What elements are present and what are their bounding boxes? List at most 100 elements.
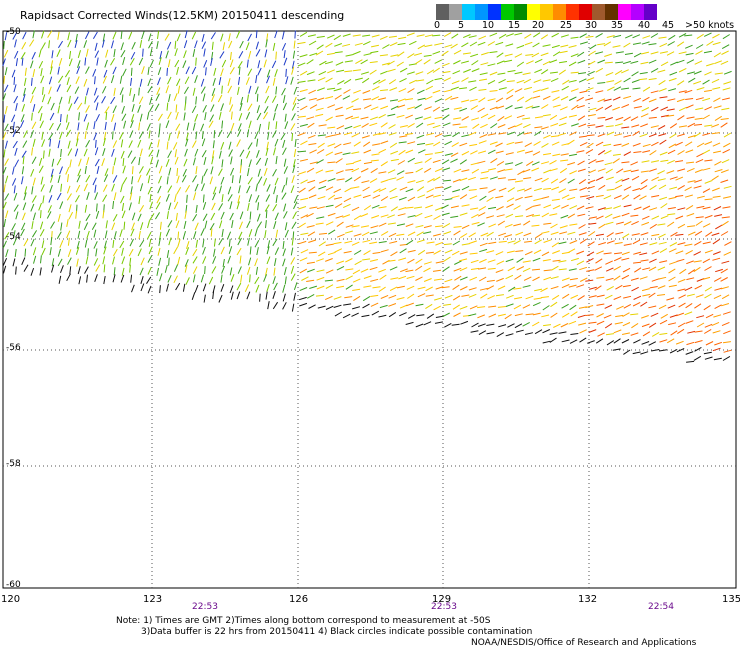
- wind-barb: [517, 170, 525, 176]
- wind-barb: [14, 50, 19, 59]
- wind-barb: [596, 313, 604, 318]
- wind-barb: [588, 295, 597, 298]
- wind-barb: [685, 320, 694, 324]
- wind-barb: [275, 86, 278, 95]
- wind-barb: [200, 86, 206, 94]
- wind-barb: [659, 139, 667, 145]
- wind-barb: [222, 259, 225, 267]
- wind-barb: [507, 178, 516, 181]
- wind-barb: [164, 264, 168, 273]
- wind-barb: [130, 156, 136, 164]
- wind-barb: [83, 183, 88, 192]
- wind-barb: [122, 56, 126, 66]
- wind-barb: [405, 98, 414, 101]
- wind-barb: [523, 220, 531, 226]
- wind-barb: [146, 111, 150, 120]
- wind-barb: [138, 87, 140, 96]
- wind-barb: [561, 303, 569, 309]
- wind-barb: [588, 329, 597, 333]
- wind-barb: [378, 171, 387, 174]
- wind-barb: [22, 202, 27, 211]
- wind-barb: [247, 68, 253, 77]
- wind-barb: [168, 93, 171, 103]
- wind-barb: [228, 141, 232, 150]
- wind-barb: [675, 160, 684, 163]
- wind-barb: [157, 77, 161, 86]
- wind-barb: [406, 285, 415, 290]
- wind-barb: [423, 116, 432, 120]
- wind-barb: [461, 134, 470, 138]
- wind-barb: [353, 124, 362, 129]
- wind-barb: [291, 221, 297, 230]
- wind-barb: [13, 230, 16, 239]
- wind-barb: [450, 96, 459, 100]
- wind-barb: [363, 250, 371, 256]
- wind-barb: [543, 269, 552, 272]
- wind-barb: [613, 34, 622, 38]
- wind-barb: [31, 51, 36, 60]
- wind-barb: [713, 97, 721, 103]
- wind-barb: [487, 79, 496, 85]
- wind-barb: [362, 194, 371, 199]
- wind-barb: [59, 166, 63, 175]
- wind-barb: [649, 184, 657, 191]
- wind-barb: [327, 69, 335, 74]
- wind-barb: [605, 71, 614, 76]
- wind-barb: [38, 165, 44, 173]
- wind-barb: [229, 51, 232, 60]
- wind-barb: [48, 122, 54, 131]
- wind-barb: [140, 283, 145, 292]
- wind-barb: [24, 186, 28, 195]
- wind-barb: [460, 60, 469, 64]
- wind-barb: [130, 67, 133, 76]
- wind-barb: [477, 314, 485, 319]
- wind-barb: [522, 267, 531, 273]
- wind-barb: [723, 185, 732, 189]
- wind-barb: [32, 138, 36, 147]
- wind-barb: [183, 220, 187, 229]
- wind-barb: [130, 120, 134, 128]
- wind-barb: [414, 52, 423, 56]
- wind-barb: [577, 295, 585, 301]
- wind-barb: [586, 196, 595, 200]
- wind-barb: [450, 215, 459, 218]
- legend-label-5: 5: [458, 20, 465, 31]
- wind-barb: [587, 70, 595, 76]
- wind-barb: [213, 67, 217, 76]
- wind-barb: [111, 222, 116, 231]
- wind-barb: [4, 123, 9, 132]
- wind-barb: [721, 294, 730, 300]
- wind-barb: [230, 156, 233, 165]
- wind-barb: [677, 133, 685, 137]
- wind-barb: [570, 294, 579, 299]
- wind-barb: [666, 51, 675, 56]
- wind-barb: [157, 67, 162, 76]
- wind-barb: [390, 150, 399, 155]
- wind-barb: [498, 240, 507, 243]
- wind-barb: [415, 225, 424, 228]
- wind-barb: [478, 205, 487, 211]
- wind-barb: [147, 186, 152, 195]
- wind-barb: [631, 286, 639, 292]
- wind-barb: [714, 287, 723, 291]
- wind-barb: [308, 89, 317, 95]
- wind-barb: [721, 50, 729, 55]
- wind-barb: [399, 135, 408, 138]
- wind-barb: [687, 122, 696, 128]
- wind-barb: [246, 220, 251, 229]
- wind-barb: [489, 176, 498, 180]
- wind-barb: [74, 148, 79, 157]
- wind-barb: [257, 202, 260, 211]
- wind-barb: [407, 249, 416, 253]
- wind-barb: [570, 71, 579, 74]
- wind-barb: [559, 178, 567, 184]
- wind-barb: [495, 41, 504, 46]
- wind-barb: [21, 222, 26, 231]
- wind-barb: [721, 303, 730, 307]
- wind-barb: [693, 185, 702, 189]
- lat-tick--50: -50: [6, 27, 21, 37]
- wind-barb: [111, 183, 115, 192]
- wind-barb: [648, 305, 657, 309]
- wind-barb: [595, 160, 604, 163]
- wind-barb: [570, 53, 579, 58]
